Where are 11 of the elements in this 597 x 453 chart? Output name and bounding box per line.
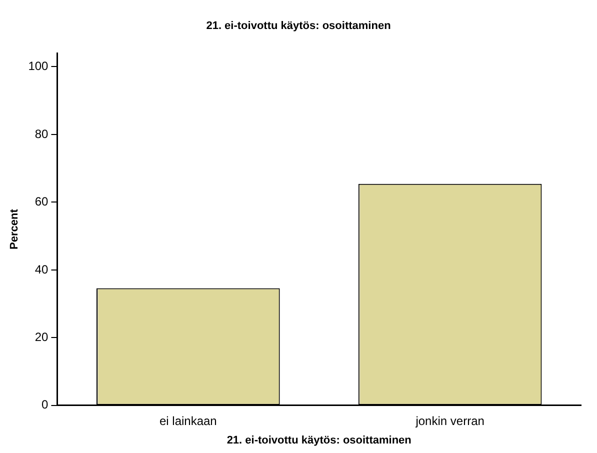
x-tick-label: jonkin verran	[414, 414, 484, 428]
y-tick-label: 20	[34, 330, 49, 344]
x-tick-label: ei lainkaan	[159, 414, 217, 428]
y-axis-title: Percent	[8, 208, 21, 250]
y-tick-label: 0	[42, 398, 49, 412]
y-tick-label: 100	[28, 59, 49, 74]
x-axis-title: 21. ei-toivottu käytös: osoittaminen	[226, 434, 412, 446]
y-tick-label: 60	[34, 194, 49, 209]
chart-title: 21. ei-toivottu käytös: osoittaminen	[205, 20, 392, 32]
y-tick-label: 40	[34, 262, 49, 276]
y-tick-label: 80	[34, 126, 49, 141]
